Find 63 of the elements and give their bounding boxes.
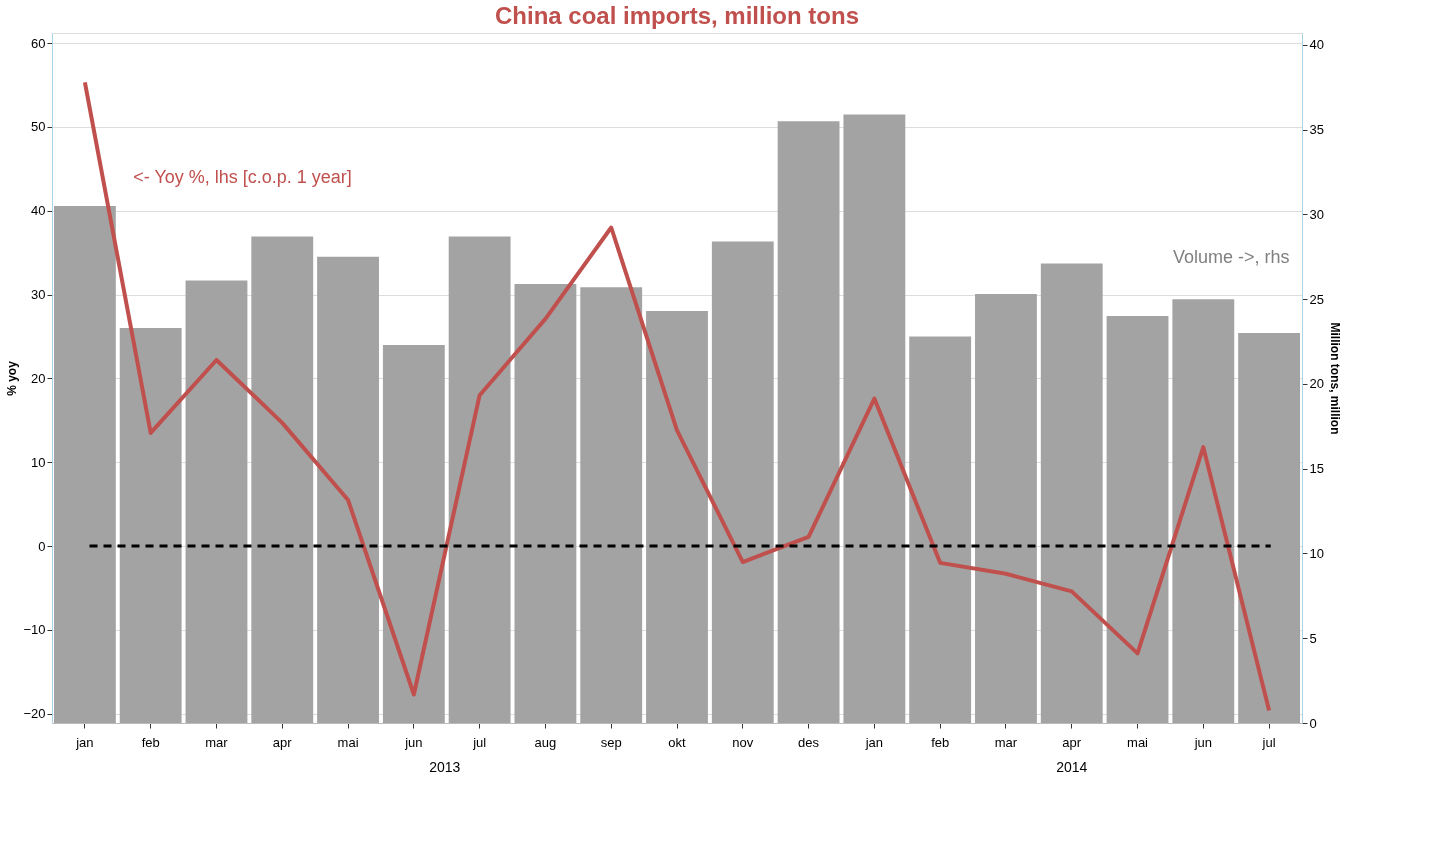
y2-tick-label: 35 [1309,122,1324,138]
bar [382,344,445,723]
bar [777,121,840,723]
y-tick-label: 10 [31,454,46,470]
y2-tick-label: 40 [1309,37,1324,53]
y-tick-label: 0 [38,538,46,554]
bar [317,256,379,723]
bar [185,280,248,723]
bar [448,236,511,723]
x-tick-label: sep [600,734,622,750]
x-tick-label: jul [472,734,487,750]
annotation: <- Yoy %, lhs [c.o.p. 1 year] [133,167,352,187]
x-tick-label: mai [337,734,359,750]
y2-tick-label: 30 [1309,206,1324,222]
bar [119,327,182,723]
y2-tick-label: 10 [1309,545,1324,561]
bar [909,336,972,723]
x-tick-label: apr [272,734,293,750]
x-tick-label: mar [994,734,1018,750]
bar [711,241,774,723]
x-tick-label: feb [931,734,950,750]
y2-tick-label: 5 [1309,630,1317,646]
x-tick-label: feb [141,734,160,750]
y2-tick-label: 0 [1309,715,1317,731]
bar [843,114,906,723]
x-tick-label: apr [1062,734,1082,750]
y-tick-label: 60 [31,35,46,51]
bar [53,205,116,723]
x-tick-label: jan [864,734,884,750]
y2-tick-label: 25 [1309,291,1324,307]
y-tick-label: 40 [31,203,46,219]
y2-tick-label: 20 [1309,376,1324,392]
bar [1106,316,1169,723]
x-tick-label: mai [1127,734,1149,750]
bar [1172,299,1235,723]
text: 2013 [429,759,461,775]
bar [514,283,577,723]
x-tick-label: des [798,734,820,750]
x-tick-label: jun [404,734,423,750]
bar [646,311,708,723]
y-tick-label: 30 [31,287,46,303]
y2-axis-title: Million tons, million [1327,322,1342,435]
y-tick-label: −20 [23,706,46,722]
bar [1040,263,1103,723]
bar [975,294,1037,723]
x-tick-label: mar [205,734,229,750]
bar [580,287,643,723]
y2-tick-label: 15 [1309,461,1324,477]
x-tick-label: jan [75,734,94,750]
y-tick-label: −10 [23,622,46,638]
x-tick-label: okt [668,734,687,750]
x-tick-label: jun [1193,734,1212,750]
y-tick-label: 50 [31,119,46,135]
y-tick-label: 20 [31,370,46,386]
text: 2014 [1056,759,1088,775]
x-tick-label: nov [732,734,754,750]
y-axis-title: % yoy [5,360,20,396]
annotation: Volume ->, rhs [1172,247,1290,267]
bar [1238,333,1301,723]
x-tick-label: aug [534,734,557,750]
x-tick-label: jul [1261,734,1276,750]
chart-title: China coal imports, million tons [494,2,860,29]
bar [251,236,314,723]
